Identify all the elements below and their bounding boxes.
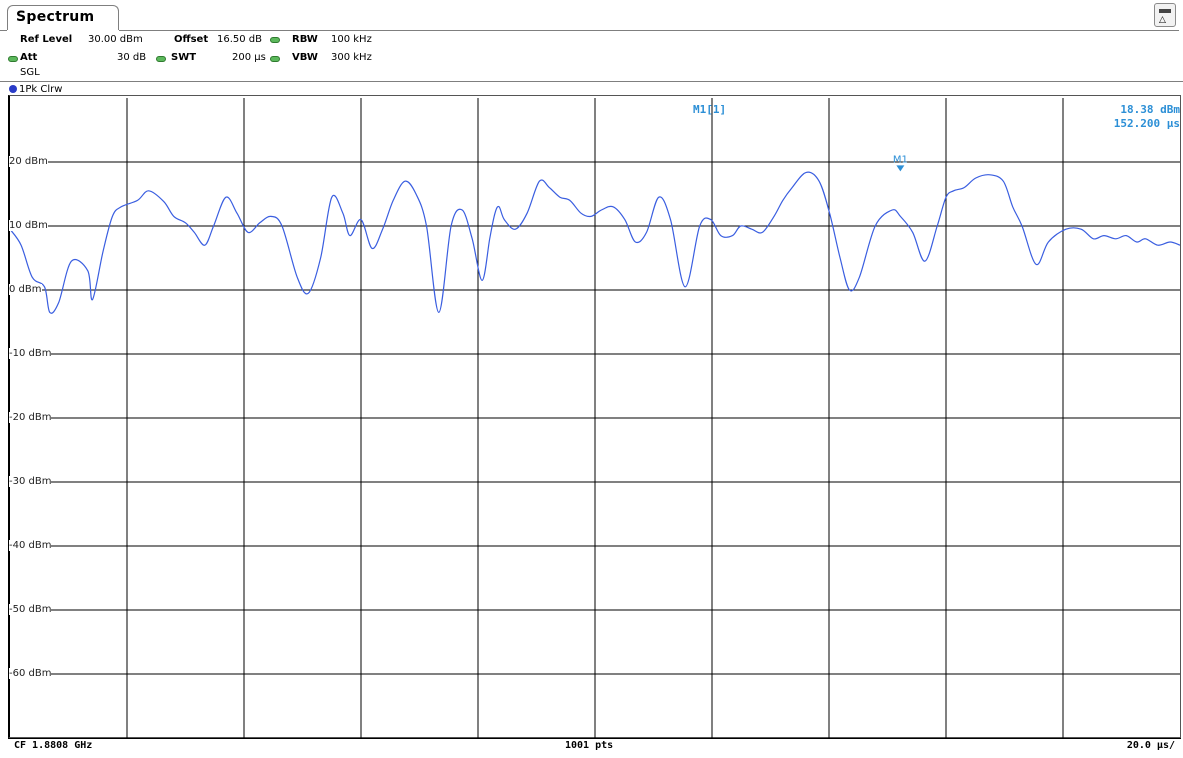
vbw-label: VBW: [292, 52, 318, 63]
offset-value: 16.50 dB: [217, 34, 263, 45]
marker-m1-icon: [896, 165, 905, 172]
time-per-division: 20.0 µs/: [1126, 740, 1175, 751]
y-tick-label: -10 dBm: [9, 348, 52, 359]
swt-indicator-icon: [156, 56, 166, 62]
att-indicator-icon: [8, 56, 18, 62]
offset-label: Offset: [174, 34, 209, 45]
y-tick-label: -20 dBm: [9, 412, 52, 423]
y-tick-label: -60 dBm: [9, 668, 52, 679]
tab-underline: [119, 30, 1179, 31]
y-tick-label: 20 dBm: [9, 156, 48, 167]
rbw-value: 100 kHz: [331, 34, 372, 45]
vbw-value: 300 kHz: [331, 52, 372, 63]
marker-m1-label: M1: [893, 154, 908, 165]
att-value: 30 dB: [117, 52, 147, 63]
footer-rule: [8, 738, 1181, 739]
y-tick-label: -40 dBm: [9, 540, 52, 551]
window-menu-button[interactable]: △: [1154, 3, 1176, 27]
header-separator: [0, 81, 1183, 82]
y-tick-label: -30 dBm: [9, 476, 52, 487]
tab-underline: [0, 30, 7, 31]
marker-readout-time: 152.200 µs: [1113, 117, 1180, 130]
ref-level-value: 30.00 dBm: [88, 34, 143, 45]
ref-level-label: Ref Level: [20, 34, 73, 45]
y-tick-label: -50 dBm: [9, 604, 52, 615]
trace-name: 1Pk Clrw: [19, 84, 63, 95]
y-tick-label: 0 dBm: [9, 284, 42, 295]
window-icon: [1159, 9, 1171, 13]
trace-line: [9, 171, 1181, 314]
marker-readout-name: M1[1]: [693, 103, 727, 116]
tab-spectrum[interactable]: Spectrum: [7, 5, 119, 30]
marker-readout-level: 18.38 dBm: [1120, 103, 1180, 116]
trace-color-icon: [9, 85, 17, 93]
att-label: Att: [20, 52, 38, 63]
swt-value: 200 µs: [232, 52, 266, 63]
swt-label: SWT: [171, 52, 197, 63]
rbw-label: RBW: [292, 34, 318, 45]
trace-label: 1Pk Clrw: [9, 84, 62, 95]
center-frequency: CF 1.8808 GHz: [14, 740, 93, 751]
y-tick-label: 10 dBm: [9, 220, 48, 231]
sweep-mode: SGL: [20, 67, 40, 78]
sweep-points: 1001 pts: [565, 740, 614, 751]
rbw-indicator-icon: [270, 37, 280, 43]
warning-triangle-icon: △: [1159, 15, 1166, 25]
vbw-indicator-icon: [270, 56, 280, 62]
